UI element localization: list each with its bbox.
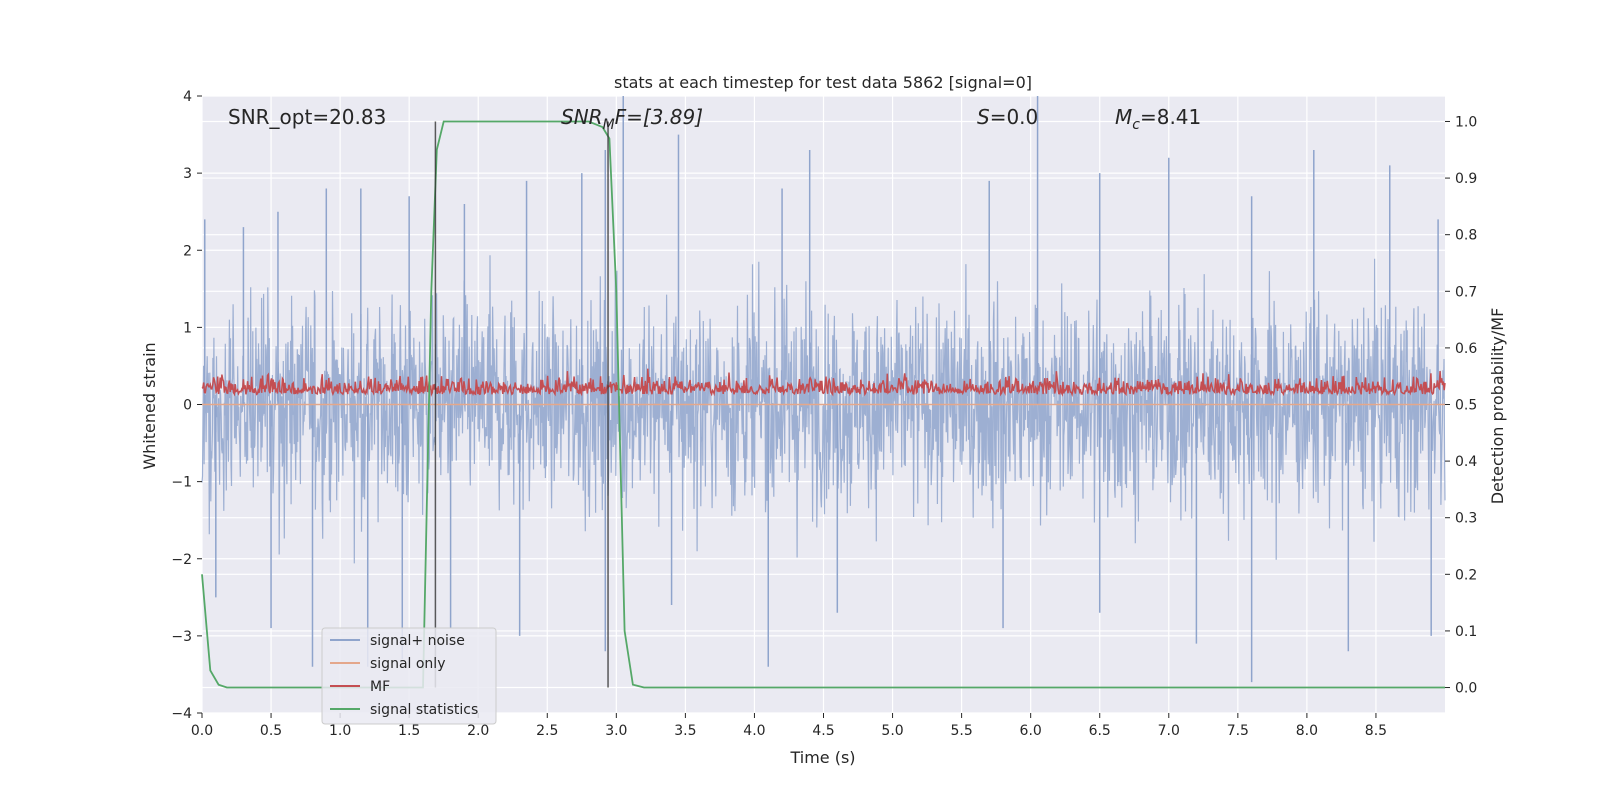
y-tick-label: 2	[183, 243, 192, 259]
x-tick-label: 3.5	[674, 723, 696, 739]
y2-tick-label: 0.6	[1455, 341, 1477, 357]
annotation-mc: Mc=8.41	[1115, 105, 1201, 133]
x-tick-label: 5.5	[950, 723, 972, 739]
chart-title: stats at each timestep for test data 586…	[614, 73, 1032, 92]
x-tick-label: 4.5	[812, 723, 834, 739]
x-tick-label: 7.5	[1227, 723, 1249, 739]
x-tick-label: 6.5	[1089, 723, 1111, 739]
y2-tick-label: 0.1	[1455, 624, 1477, 640]
legend-box	[321, 627, 497, 725]
series-layer	[201, 96, 1446, 689]
y2-tick-label: 0.9	[1455, 171, 1477, 187]
y-tick-label: −4	[171, 706, 192, 722]
x-tick-label: 1.0	[329, 723, 351, 739]
x-tick-label: 2.5	[536, 723, 558, 739]
y-tick-label: 0	[183, 398, 192, 414]
legend-label-signal-statistics: signal statistics	[370, 702, 478, 718]
x-tick-label: 8.5	[1365, 723, 1387, 739]
y-tick-label: −1	[171, 475, 192, 491]
y2-axis-label: Detection probability/MF	[1488, 308, 1507, 505]
y2-tick-label: 0.3	[1455, 511, 1477, 527]
y-tick-label: −2	[171, 552, 192, 568]
x-tick-label: 5.0	[881, 723, 903, 739]
y-tick-label: −3	[171, 629, 192, 645]
legend-label-signal-noise: signal+ noise	[370, 633, 465, 649]
y2-tick-label: 0.7	[1455, 284, 1477, 300]
mc-sym: M	[1115, 105, 1132, 129]
legend-label-signal-only: signal only	[370, 656, 445, 672]
mc-sub: c	[1132, 117, 1140, 133]
s-val: =0.0	[990, 105, 1039, 129]
legend-label-mf: MF	[370, 679, 390, 695]
annotation-s: S=0.0	[977, 105, 1038, 129]
legend: signal+ noise signal only MF signal stat…	[321, 627, 497, 725]
x-tick-label: 3.0	[605, 723, 627, 739]
mc-val: =8.41	[1140, 105, 1201, 129]
x-tick-label: 8.0	[1296, 723, 1318, 739]
x-axis-label: Time (s)	[789, 748, 855, 767]
x-tick-label: 6.0	[1020, 723, 1042, 739]
y2-tick-label: 0.8	[1455, 228, 1477, 244]
x-tick-label: 0.0	[191, 723, 213, 739]
series-mf	[201, 368, 1446, 397]
series-signal-statistics	[201, 120, 1445, 689]
vertical-lines	[434, 121, 609, 688]
y-tick-label: 1	[183, 320, 192, 336]
y2-tick-label: 0.0	[1455, 681, 1477, 697]
y-tick-label: 3	[183, 166, 192, 182]
snr-mf-rest: F=[3.89]	[615, 105, 703, 129]
s-sym: S	[977, 105, 990, 129]
x-tick-label: 1.5	[398, 723, 420, 739]
snr-mf-main: SNR	[561, 105, 603, 129]
annotation-snr-mf: SNRMF=[3.89]	[561, 105, 703, 133]
y2-tick-label: 0.5	[1455, 398, 1477, 414]
ticks: 0.0 0.5 1.0 1.5 2.0 2.5 3.0 3.5 4.0 4.5 5.0 5.5 6.0 6…	[171, 89, 1477, 739]
x-tick-label: 4.0	[743, 723, 765, 739]
y-axis-label: Whitened strain	[140, 342, 159, 469]
annotation-snr-opt: SNR_opt=20.83	[228, 105, 386, 129]
x-tick-label: 7.0	[1158, 723, 1180, 739]
y2-tick-label: 0.4	[1455, 454, 1477, 470]
x-tick-label: 2.0	[467, 723, 489, 739]
y2-tick-label: 1.0	[1455, 114, 1477, 130]
x-tick-label: 0.5	[260, 723, 282, 739]
snr-mf-sub: M	[603, 117, 615, 133]
y-tick-label: 4	[183, 89, 192, 105]
y2-tick-label: 0.2	[1455, 567, 1477, 583]
